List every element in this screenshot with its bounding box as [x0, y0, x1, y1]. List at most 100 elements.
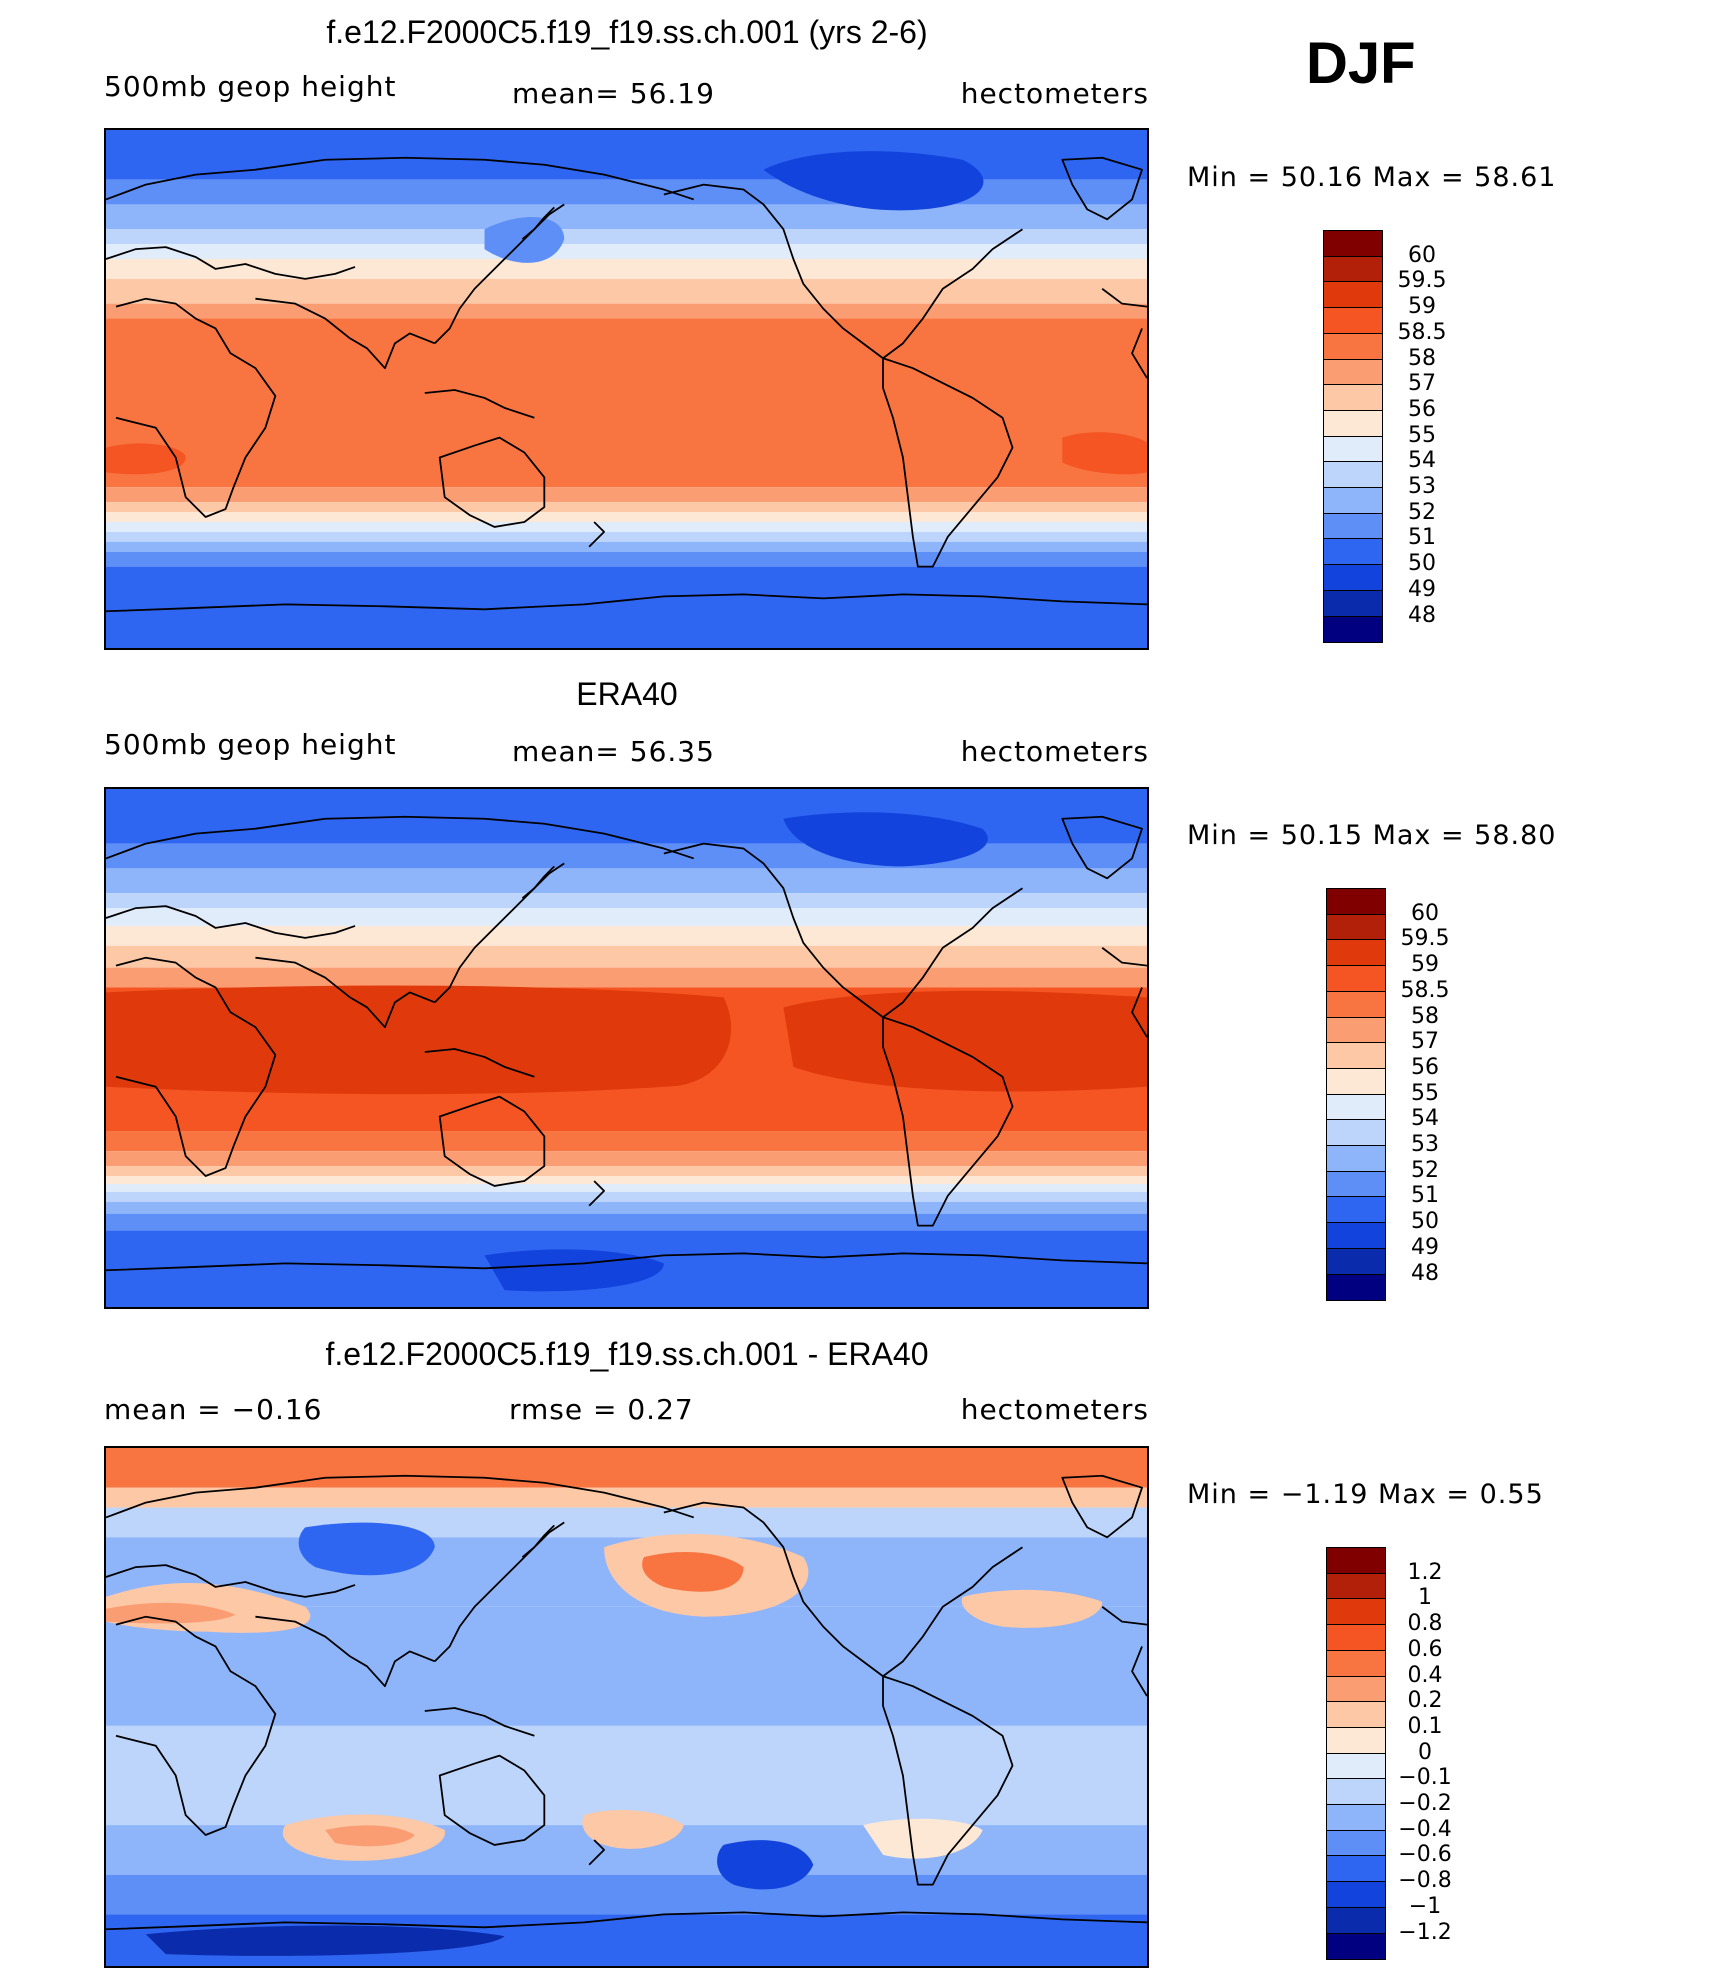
colorbar-tick-label: 50	[1411, 1209, 1439, 1235]
coastline	[521, 865, 555, 899]
colorbar-tick-label: −0.4	[1398, 1816, 1452, 1842]
panel-2-map	[104, 787, 1149, 1309]
contour-band	[106, 531, 1147, 542]
colorbar-tick-label: −1.2	[1398, 1919, 1452, 1945]
colorbar-swatch	[1326, 1649, 1386, 1677]
colorbar-tick-label: 48	[1408, 602, 1436, 628]
colorbar-swatch	[1326, 1042, 1386, 1070]
contour-band	[106, 551, 1147, 567]
coastline	[1061, 156, 1143, 221]
colorbar-tick-label: 0.6	[1407, 1636, 1443, 1662]
colorbar-swatch	[1323, 332, 1383, 360]
colorbar-swatch	[1326, 1829, 1386, 1857]
contour-band	[106, 303, 1147, 319]
coastline	[438, 1754, 546, 1846]
contour-band	[106, 843, 1147, 869]
coastline	[438, 1095, 546, 1187]
colorbar-swatch	[1326, 1093, 1386, 1121]
colorbar-tick-label: 54	[1411, 1106, 1439, 1132]
contour-band	[106, 893, 1147, 909]
contour-band	[106, 1176, 1147, 1184]
colorbar-tick-label: 60	[1411, 900, 1439, 926]
colorbar-tick-label: 59.5	[1400, 926, 1450, 952]
contour-band	[106, 1507, 1147, 1538]
colorbar-tick-label: 59	[1408, 294, 1436, 320]
contour-band	[106, 521, 1147, 532]
panel-2-title: ERA40	[576, 676, 678, 712]
coastline	[115, 956, 277, 1177]
panel-1-mean-label: mean= 56.19	[512, 77, 715, 110]
colorbar-swatch	[1326, 1572, 1386, 1600]
contour-band	[106, 1131, 1147, 1152]
colorbar-swatch	[1326, 913, 1386, 941]
colorbar-swatch	[1323, 307, 1383, 335]
contour-blob	[783, 990, 1147, 1092]
colorbar-tick-label: 53	[1408, 474, 1436, 499]
contour-blob	[145, 1925, 505, 1956]
contour-band	[106, 1151, 1147, 1167]
contour-band	[106, 130, 1147, 180]
contour-band	[106, 487, 1147, 503]
colorbar-tick-label: −0.2	[1398, 1791, 1452, 1816]
colorbar-tick-label: 51	[1411, 1183, 1439, 1209]
contour-band	[106, 908, 1147, 926]
colorbar-swatch	[1323, 538, 1383, 566]
coastline	[106, 593, 1147, 613]
colorbar-swatch	[1326, 1598, 1386, 1626]
colorbar-swatch	[1323, 255, 1383, 283]
colorbar-swatch	[1326, 1547, 1386, 1575]
colorbar-swatch	[1323, 435, 1383, 463]
coastline	[106, 1564, 356, 1598]
colorbar-tick-label: 55	[1411, 1080, 1439, 1106]
coastline	[663, 183, 884, 359]
colorbar-tick-label: 58	[1411, 1003, 1439, 1029]
colorbar-swatch	[1323, 384, 1383, 412]
coastline	[255, 1615, 436, 1688]
contour-band	[106, 967, 1147, 988]
colorbar-swatch	[1326, 1247, 1386, 1275]
colorbar-swatch	[1326, 965, 1386, 993]
colorbar-tick-label: 1	[1418, 1585, 1432, 1611]
coastline	[106, 1252, 1147, 1272]
colorbar-swatch	[1326, 1170, 1386, 1198]
coastline	[588, 1839, 605, 1866]
colorbar-swatch	[1323, 230, 1383, 258]
contour-band	[106, 1874, 1147, 1915]
coastline	[1101, 288, 1147, 308]
colorbar-swatch	[1326, 1145, 1386, 1173]
coastline	[1101, 1606, 1147, 1626]
contour-band	[106, 925, 1147, 946]
coastline	[438, 436, 546, 528]
coastline	[106, 1474, 695, 1519]
colorbar-swatch	[1323, 589, 1383, 617]
coastline	[882, 228, 1023, 359]
coastline	[1131, 1646, 1147, 1697]
colorbar-swatch	[1326, 1881, 1386, 1909]
panel-3-minmax: Min = −1.19 Max = 0.55	[1187, 1479, 1544, 1510]
colorbar-tick-label: 58.5	[1397, 319, 1447, 345]
colorbar-swatch	[1326, 1119, 1386, 1147]
colorbar-tick-label: 57	[1408, 371, 1436, 397]
coastline	[521, 1524, 555, 1558]
contour-blob	[582, 1810, 684, 1849]
colorbar-swatch	[1326, 939, 1386, 967]
panel-2-units-label: hectometers	[960, 735, 1149, 768]
contour-band	[106, 229, 1147, 245]
contour-band	[106, 502, 1147, 513]
contour-blob	[1062, 432, 1147, 475]
contour-band	[106, 1448, 1147, 1488]
contour-band	[106, 789, 1147, 844]
panel-3-map	[104, 1446, 1149, 1968]
contour-band	[106, 512, 1147, 522]
coastline	[255, 956, 436, 1029]
colorbar-tick-label: 52	[1411, 1157, 1439, 1183]
colorbar-swatch	[1326, 1222, 1386, 1250]
colorbar-tick-label: 59	[1411, 952, 1439, 978]
contour-band	[106, 1725, 1147, 1826]
panel-3-mean-label: mean = −0.16	[104, 1393, 323, 1426]
contour-band	[106, 868, 1147, 894]
panel-1-map	[104, 128, 1149, 650]
colorbar-swatch	[1323, 615, 1383, 643]
contour-band	[106, 244, 1147, 260]
coastline	[1131, 328, 1147, 379]
